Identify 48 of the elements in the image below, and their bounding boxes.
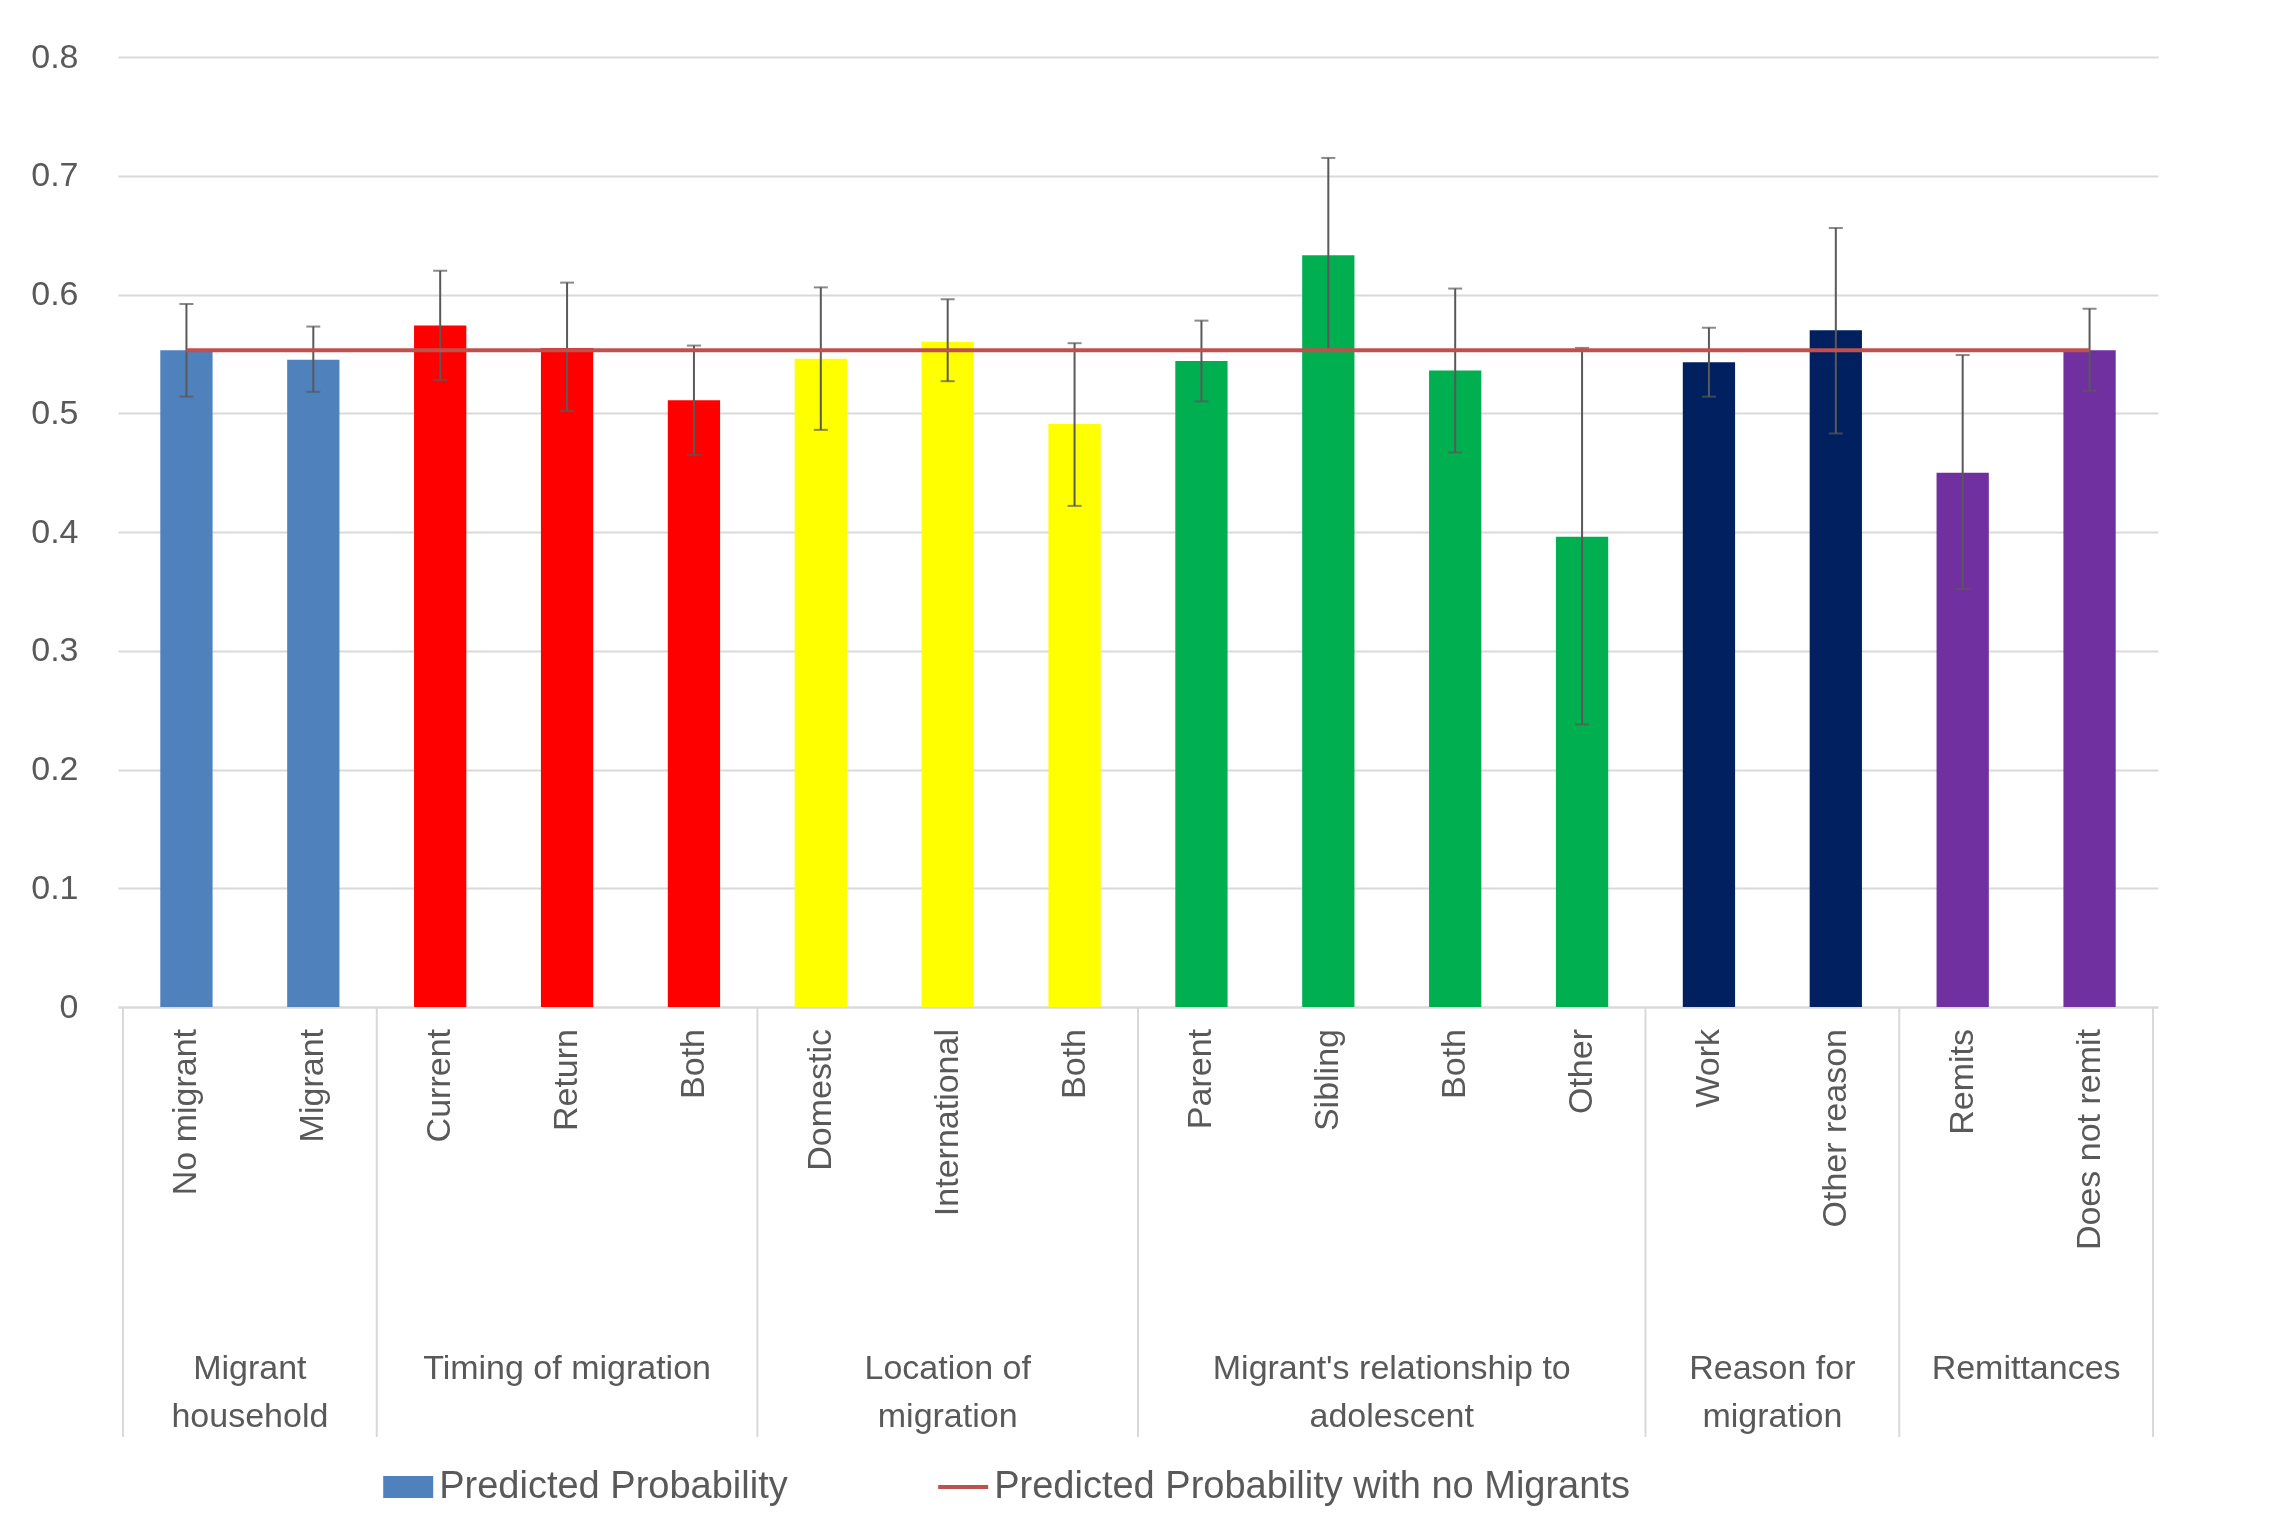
bar	[2063, 350, 2116, 1007]
bar	[1048, 423, 1101, 1007]
x-tick-label: Other reason	[1814, 1029, 1853, 1228]
x-tick-label: Both	[1053, 1029, 1092, 1099]
x-tick-label: Remits	[1941, 1029, 1980, 1135]
x-tick-label: Other	[1561, 1029, 1600, 1115]
x-tick-label: Sibling	[1307, 1029, 1346, 1132]
text: Location of migration	[864, 1348, 1032, 1434]
x-tick-label: Current	[419, 1028, 458, 1143]
x-tick-label: Migrant	[292, 1028, 331, 1143]
y-tick-label: 0.6	[31, 274, 79, 312]
y-tick-label: 0.1	[31, 867, 79, 906]
bar	[921, 342, 974, 1007]
y-tick-label: 0.7	[31, 155, 79, 194]
bar	[1809, 330, 1862, 1007]
legend-label: Predicted Probability with no Migrants	[994, 1464, 1630, 1506]
bar	[794, 358, 847, 1007]
y-tick-label: 0.3	[31, 630, 79, 669]
x-tick-label: Return	[546, 1029, 585, 1132]
bar	[667, 400, 721, 1007]
y-tick-label: 0.4	[31, 511, 79, 550]
x-tick-label: Domestic	[799, 1029, 838, 1171]
bar	[414, 325, 467, 1007]
text: Reason for migration	[1689, 1348, 1856, 1434]
bar	[1429, 370, 1482, 1007]
text: Migrant's relationship to adolescent	[1212, 1348, 1571, 1434]
bar	[1555, 536, 1609, 1007]
bar	[1302, 255, 1355, 1007]
legend-label: Predicted Probability	[439, 1464, 788, 1506]
x-tick-label: International	[926, 1029, 965, 1217]
text: Timing of migration	[423, 1348, 711, 1386]
y-tick-label: 0	[59, 986, 79, 1025]
x-tick-label: Both	[672, 1029, 711, 1099]
text: Migrant household	[171, 1348, 329, 1434]
x-tick-label: Work	[1687, 1028, 1726, 1108]
text: Remittances	[1931, 1348, 2121, 1386]
x-tick-label: No migrant	[165, 1028, 204, 1196]
bar	[287, 359, 340, 1007]
bar	[1682, 362, 1736, 1007]
y-tick-label: 0.2	[31, 749, 79, 787]
bar	[160, 350, 213, 1007]
x-tick-label: Both	[1434, 1029, 1473, 1099]
y-tick-label: 0.8	[31, 36, 79, 75]
bar	[1175, 361, 1228, 1007]
x-tick-label: Parent	[1180, 1028, 1219, 1130]
x-tick-label: Does not remit	[2068, 1028, 2107, 1251]
bar	[1936, 472, 1989, 1007]
y-tick-label: 0.5	[31, 392, 79, 431]
